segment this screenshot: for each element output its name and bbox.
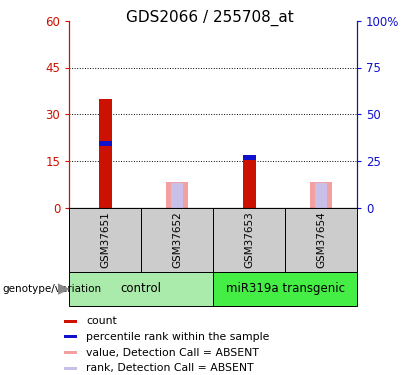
Bar [285, 208, 357, 272]
Bar [213, 272, 357, 306]
Text: GSM37654: GSM37654 [316, 211, 326, 268]
Bar [65, 351, 77, 354]
Bar [65, 367, 77, 370]
Text: count: count [86, 316, 117, 326]
Bar [213, 208, 285, 272]
Bar [310, 182, 332, 208]
Bar [69, 208, 141, 272]
Text: control: control [121, 282, 162, 295]
Text: ▶: ▶ [58, 281, 70, 296]
Text: value, Detection Call = ABSENT: value, Detection Call = ABSENT [86, 348, 259, 358]
Text: miR319a transgenic: miR319a transgenic [226, 282, 344, 295]
Text: GSM37652: GSM37652 [172, 211, 182, 268]
Bar [243, 160, 256, 208]
Bar [141, 208, 213, 272]
Bar [243, 155, 256, 208]
Text: genotype/variation: genotype/variation [2, 284, 101, 294]
Text: GSM37653: GSM37653 [244, 211, 254, 268]
Text: rank, Detection Call = ABSENT: rank, Detection Call = ABSENT [86, 363, 254, 374]
Bar [99, 141, 112, 208]
Bar [69, 272, 213, 306]
Bar [166, 182, 188, 208]
Bar [243, 155, 256, 208]
Bar [99, 146, 112, 208]
Text: GSM37651: GSM37651 [100, 211, 110, 268]
Bar [65, 320, 77, 322]
Text: GDS2066 / 255708_at: GDS2066 / 255708_at [126, 9, 294, 26]
Text: percentile rank within the sample: percentile rank within the sample [86, 332, 269, 342]
Bar [65, 336, 77, 338]
Bar [315, 183, 327, 208]
Bar [171, 183, 183, 208]
Bar [99, 99, 112, 208]
